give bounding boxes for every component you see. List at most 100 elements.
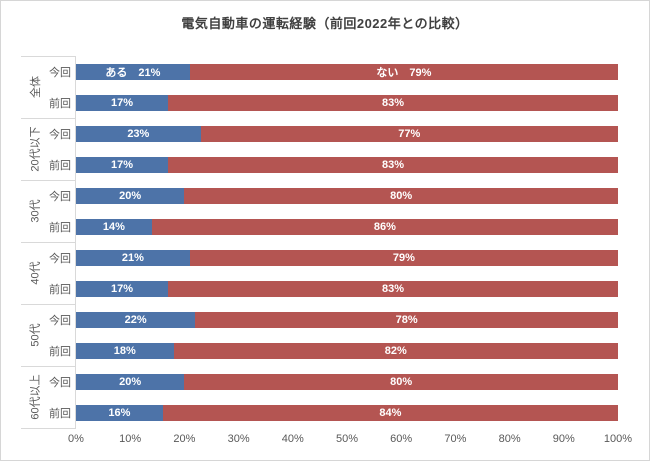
category-label-cell: 50代: [21, 304, 49, 366]
bar-segment-nai: 86%: [151, 218, 618, 235]
bars-column: 20% 80% 16% 84%: [75, 366, 618, 428]
category-group: 50代 今回 前回 22% 78% 18% 82%: [21, 304, 618, 366]
series-row-label: 今回: [49, 190, 71, 203]
bar-segment-nai: 80%: [184, 373, 618, 390]
bar-segment-aru: 20%: [76, 373, 185, 390]
bar-row: ある 21% ない 79%: [76, 56, 618, 87]
stacked-bar: ある 21% ない 79%: [76, 63, 618, 80]
bar-segment-aru: ある 21%: [76, 63, 190, 80]
bars-column: 23% 77% 17% 83%: [75, 118, 618, 180]
bar-row: 17% 83%: [76, 149, 618, 180]
bar-segment-nai: 80%: [184, 187, 618, 204]
plot-area: 全体 今回 前回 ある 21% ない 79% 17% 83% 20代以下 今回 前回 23% 77% 1…: [21, 56, 618, 429]
bar-segment-aru: 22%: [76, 311, 196, 328]
plot-groups: 全体 今回 前回 ある 21% ない 79% 17% 83% 20代以下 今回 前回 23% 77% 1…: [21, 56, 618, 429]
bars-column: 21% 79% 17% 83%: [75, 242, 618, 304]
series-row-label: 前回: [49, 159, 71, 172]
bar-row: 22% 78%: [76, 304, 618, 335]
x-axis-tick-label: 10%: [119, 433, 142, 445]
stacked-bar: 21% 79%: [76, 249, 618, 266]
row-label-column: 今回 前回: [49, 366, 75, 428]
category-group: 60代以上 今回 前回 20% 80% 16% 84%: [21, 366, 618, 429]
row-label-column: 今回 前回: [49, 304, 75, 366]
category-group: 40代 今回 前回 21% 79% 17% 83%: [21, 242, 618, 304]
category-label: 全体: [30, 76, 42, 98]
category-label: 20代以下: [30, 126, 42, 172]
row-label-column: 今回 前回: [49, 56, 75, 118]
bar-segment-aru: 17%: [76, 280, 169, 297]
series-row-label: 前回: [49, 345, 71, 358]
x-axis: 0% 10% 20% 30% 40% 50% 60% 70% 80% 90% 100%: [68, 433, 632, 449]
stacked-bar: 17% 83%: [76, 156, 618, 173]
series-row-label: 今回: [49, 376, 71, 389]
bar-row: 20% 80%: [76, 180, 618, 211]
bar-segment-nai: 79%: [189, 249, 618, 266]
stacked-bar: 14% 86%: [76, 218, 618, 235]
bar-segment-aru: 18%: [76, 342, 174, 359]
x-axis-tick-label: 60%: [390, 433, 413, 445]
bar-segment-aru: 20%: [76, 187, 185, 204]
category-group: 全体 今回 前回 ある 21% ない 79% 17% 83%: [21, 56, 618, 118]
stacked-bar: 20% 80%: [76, 187, 618, 204]
category-label: 40代: [30, 261, 42, 285]
category-group: 30代 今回 前回 20% 80% 14% 86%: [21, 180, 618, 242]
row-label-column: 今回 前回: [49, 118, 75, 180]
bar-row: 18% 82%: [76, 335, 618, 366]
x-axis-tick-label: 80%: [498, 433, 521, 445]
series-row-label: 前回: [49, 97, 71, 110]
row-label-column: 今回 前回: [49, 242, 75, 304]
bar-segment-aru: 17%: [76, 156, 169, 173]
bar-segment-aru: 17%: [76, 94, 169, 111]
series-row-label: 前回: [49, 283, 71, 296]
series-row-label: 今回: [49, 66, 71, 79]
x-axis-tick-label: 100%: [603, 433, 633, 445]
bar-segment-nai: 83%: [168, 156, 618, 173]
bar-segment-nai: ない 79%: [189, 63, 618, 80]
bars-column: 22% 78% 18% 82%: [75, 304, 618, 366]
bar-segment-aru: 14%: [76, 218, 152, 235]
bars-column: 20% 80% 14% 86%: [75, 180, 618, 242]
series-row-label: 前回: [49, 407, 71, 420]
stacked-bar: 17% 83%: [76, 94, 618, 111]
bar-segment-aru: 21%: [76, 249, 190, 266]
category-label: 30代: [30, 199, 42, 223]
bar-segment-nai: 82%: [173, 342, 618, 359]
stacked-bar: 22% 78%: [76, 311, 618, 328]
category-label: 60代以上: [30, 374, 42, 420]
x-axis-tick-label: 50%: [335, 433, 359, 445]
bar-row: 23% 77%: [76, 118, 618, 149]
bar-segment-nai: 83%: [168, 280, 618, 297]
bar-segment-aru: 16%: [76, 404, 163, 421]
bar-row: 14% 86%: [76, 211, 618, 242]
stacked-bar: 20% 80%: [76, 373, 618, 390]
series-row-label: 今回: [49, 128, 71, 141]
x-axis-tick-label: 90%: [552, 433, 575, 445]
category-group: 20代以下 今回 前回 23% 77% 17% 83%: [21, 118, 618, 180]
bar-segment-nai: 83%: [168, 94, 618, 111]
stacked-bar: 16% 84%: [76, 404, 618, 421]
series-row-label: 今回: [49, 314, 71, 327]
bar-segment-nai: 84%: [162, 404, 618, 421]
category-label: 50代: [30, 323, 42, 347]
bar-row: 20% 80%: [76, 366, 618, 397]
bars-column: ある 21% ない 79% 17% 83%: [75, 56, 618, 118]
bar-row: 16% 84%: [76, 397, 618, 428]
bar-row: 17% 83%: [76, 273, 618, 304]
category-label-cell: 40代: [21, 242, 49, 304]
category-label-cell: 全体: [21, 56, 49, 118]
series-row-label: 今回: [49, 252, 71, 265]
x-axis-tick-label: 30%: [227, 433, 250, 445]
bar-segment-nai: 77%: [200, 125, 618, 142]
chart-title: 電気自動車の運転経験（前回2022年との比較）: [181, 16, 469, 31]
category-label-cell: 30代: [21, 180, 49, 242]
category-label-cell: 60代以上: [21, 366, 49, 428]
stacked-bar: 17% 83%: [76, 280, 618, 297]
category-label-cell: 20代以下: [21, 118, 49, 180]
bar-row: 21% 79%: [76, 242, 618, 273]
x-axis-tick-label: 20%: [173, 433, 196, 445]
x-axis-tick-label: 40%: [281, 433, 304, 445]
stacked-bar: 18% 82%: [76, 342, 618, 359]
x-axis-tick-label: 70%: [444, 433, 467, 445]
row-label-column: 今回 前回: [49, 180, 75, 242]
